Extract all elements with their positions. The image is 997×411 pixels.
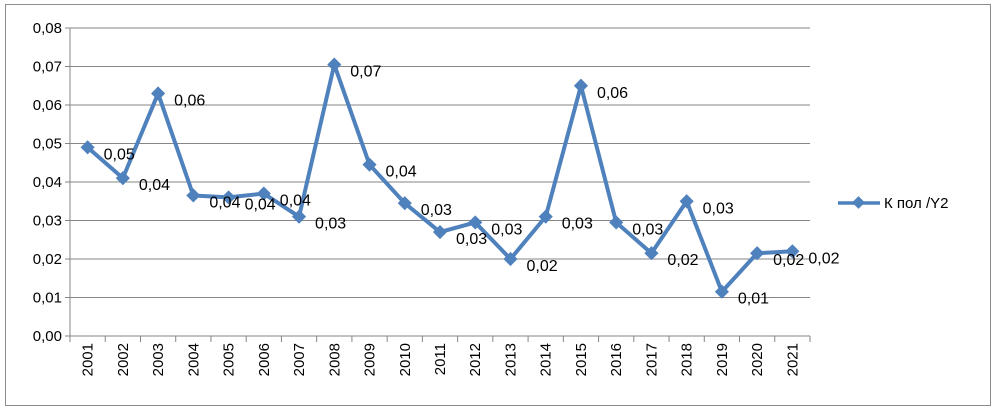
- data-label: 0,04: [209, 194, 240, 211]
- x-tick-label: 2018: [679, 343, 696, 376]
- x-tick-label: 2015: [573, 343, 590, 376]
- data-label: 0,04: [280, 193, 311, 210]
- data-label: 0,01: [738, 291, 769, 308]
- data-point-marker: [573, 78, 589, 93]
- x-tick-label: 2007: [291, 343, 308, 376]
- data-label: 0,02: [526, 258, 557, 275]
- x-tick-label: 2010: [397, 343, 414, 376]
- data-label: 0,02: [773, 252, 804, 269]
- data-label: 0,03: [421, 202, 452, 219]
- data-point-marker: [432, 224, 448, 240]
- x-tick-label: 2011: [432, 343, 449, 375]
- data-point-marker: [221, 190, 236, 205]
- y-tick-labels: 0,00 0,01 0,02 0,03 0,04 0,05 0,06 0,07 0,08: [33, 20, 62, 345]
- data-point-marker: [186, 188, 201, 203]
- data-label: 0,04: [386, 164, 417, 181]
- x-tick-labels: 2001 2002 2003 2004 2005 2006 2007 2008 2009 2010…: [80, 343, 802, 376]
- chart-frame: [5, 4, 991, 406]
- data-point-marker: [503, 251, 518, 267]
- axes: [65, 27, 811, 342]
- y-tick-label: 0,02: [33, 251, 62, 268]
- data-point-marker: [538, 209, 553, 224]
- x-tick-label: 2020: [749, 343, 766, 376]
- x-tick-label: 2017: [643, 343, 660, 376]
- data-label: 0,06: [597, 85, 628, 102]
- x-tick-label: 2003: [150, 343, 167, 376]
- data-point-marker: [151, 86, 166, 101]
- gridlines: [70, 27, 810, 337]
- data-point-marker: [291, 209, 307, 224]
- data-label: 0,07: [350, 64, 381, 81]
- data-point-marker: [397, 196, 412, 211]
- x-tick-label: 2013: [502, 343, 519, 376]
- data-label: 0,06: [174, 92, 205, 109]
- data-label: 0,03: [632, 221, 663, 238]
- legend-label: К пол /Y2: [884, 195, 948, 212]
- legend-diamond-marker: [852, 196, 865, 209]
- x-tick-label: 2009: [362, 343, 379, 376]
- x-tick-label: 2004: [185, 343, 202, 376]
- data-labels: 0,050,040,060,04 0,04 0,040,030,070,040,03…: [104, 64, 840, 308]
- x-tick-label: 2002: [115, 343, 132, 376]
- y-tick-label: 0,04: [33, 174, 62, 191]
- data-point-marker: [468, 215, 483, 230]
- data-label: 0,02: [808, 250, 839, 267]
- x-tick-label: 2012: [467, 343, 484, 376]
- data-point-marker: [714, 284, 729, 299]
- legend: К пол /Y2: [838, 195, 948, 212]
- data-label: 0,03: [456, 231, 487, 248]
- data-point-marker: [362, 157, 377, 172]
- data-label: 0,03: [562, 216, 593, 233]
- y-tick-label: 0,00: [33, 328, 62, 345]
- y-tick-label: 0,08: [33, 20, 62, 37]
- x-tick-label: 2001: [80, 343, 97, 376]
- data-label: 0,04: [245, 196, 276, 213]
- data-label: 0,03: [315, 216, 346, 233]
- data-label: 0,03: [491, 221, 522, 238]
- y-tick-label: 0,03: [33, 213, 62, 230]
- data-label: 0,05: [104, 146, 135, 163]
- data-point-marker: [256, 186, 271, 201]
- data-point-marker: [679, 194, 694, 209]
- data-point-marker: [785, 244, 800, 259]
- data-label: 0,02: [667, 252, 698, 269]
- data-point-marker: [327, 57, 342, 72]
- y-tick-label: 0,06: [33, 97, 62, 114]
- x-tick-label: 2021: [784, 343, 801, 376]
- data-label: 0,03: [703, 200, 734, 217]
- x-tick-label: 2005: [221, 343, 238, 376]
- x-tick-label: 2016: [608, 343, 625, 376]
- y-tick-label: 0,01: [33, 290, 62, 307]
- x-tick-label: 2019: [714, 343, 731, 376]
- y-tick-label: 0,05: [33, 136, 62, 153]
- data-point-marker: [644, 246, 659, 261]
- x-tick-label: 2006: [256, 343, 273, 376]
- x-tick-label: 2008: [326, 343, 343, 376]
- x-tick-label: 2014: [538, 343, 555, 376]
- data-label: 0,04: [139, 177, 170, 194]
- data-point-marker: [609, 215, 624, 230]
- data-point-marker: [750, 246, 765, 261]
- y-tick-label: 0,07: [33, 59, 62, 76]
